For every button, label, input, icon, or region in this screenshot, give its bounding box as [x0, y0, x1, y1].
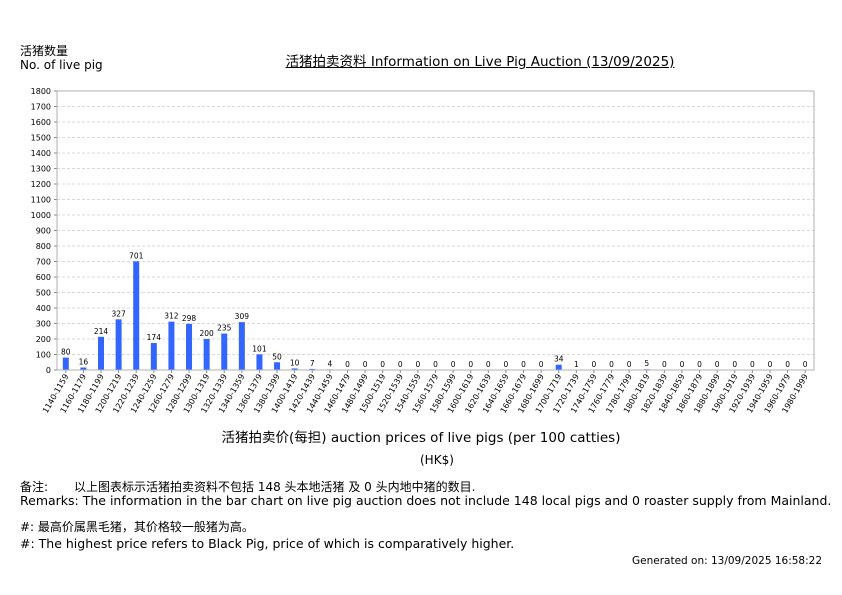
data-label: 0: [363, 360, 368, 369]
y-tick-label: 1300: [31, 165, 51, 174]
data-label: 4: [327, 359, 332, 368]
bar: [150, 343, 157, 370]
y-tick-label: 700: [36, 258, 51, 267]
data-label: 0: [697, 360, 702, 369]
data-label: 0: [750, 360, 755, 369]
data-label: 214: [94, 327, 109, 336]
data-label: 0: [609, 360, 614, 369]
data-label: 0: [768, 360, 773, 369]
bar: [62, 357, 69, 370]
y-tick-label: 1800: [31, 87, 51, 96]
y-tick-label: 400: [36, 304, 51, 313]
y-tick-label: 1200: [31, 180, 51, 189]
data-label: 327: [111, 309, 126, 318]
chart-title: 活猪拍卖资料 Information on Live Pig Auction (…: [285, 54, 675, 70]
bar: [274, 362, 281, 370]
data-label: 0: [433, 360, 438, 369]
y-tick-label: 900: [36, 227, 51, 236]
note-cn: #: 最高价属黑毛猪，其价格较一般猪为高。: [20, 520, 254, 534]
data-label: 80: [61, 348, 71, 357]
data-label: 0: [715, 360, 720, 369]
data-label: 0: [345, 360, 350, 369]
y-tick-label: 800: [36, 242, 51, 251]
data-label: 200: [199, 329, 214, 338]
data-label: 0: [468, 360, 473, 369]
y-tick-label: 100: [36, 351, 51, 360]
data-label: 0: [662, 360, 667, 369]
data-label: 0: [592, 360, 597, 369]
data-label: 0: [416, 360, 421, 369]
y-tick-label: 1400: [31, 149, 51, 158]
data-label: 1: [574, 360, 579, 369]
bar: [203, 339, 210, 370]
data-label: 16: [79, 358, 89, 367]
y-tick-label: 1600: [31, 118, 51, 127]
data-label: 298: [182, 314, 197, 323]
data-label: 0: [680, 360, 685, 369]
generated-timestamp: Generated on: 13/09/2025 16:58:22: [631, 555, 822, 567]
data-label: 50: [272, 352, 282, 361]
x-axis-label: 活猪拍卖价(每担) auction prices of live pigs (p…: [221, 430, 621, 446]
remark-cn-text: 以上图表标示活猪拍卖资料不包括 148 头本地活猪 及 0 头内地中猪的数目.: [74, 480, 476, 494]
y-tick-label: 1700: [31, 103, 51, 112]
y-axis-ticks: 0 100 200 300 400 500 600 700 800 900 1000 1100 1200…: [31, 87, 57, 375]
data-label: 0: [521, 360, 526, 369]
gridlines: [57, 106, 814, 355]
y-axis-label-en: No. of live pig: [20, 58, 103, 72]
data-label: 0: [398, 360, 403, 369]
y-tick-label: 1500: [31, 134, 51, 143]
y-tick-label: 600: [36, 273, 51, 282]
data-label: 10: [290, 358, 300, 367]
note-en: #: The highest price refers to Black Pig…: [20, 536, 515, 551]
y-tick-label: 300: [36, 320, 51, 329]
data-label: 5: [644, 359, 649, 368]
bar: [168, 321, 175, 370]
y-tick-label: 1000: [31, 211, 51, 220]
bar: [98, 336, 105, 370]
bar: [186, 323, 193, 370]
data-label: 0: [451, 360, 456, 369]
bar: [238, 322, 245, 370]
bar: [309, 368, 316, 370]
y-tick-label: 1100: [31, 196, 51, 205]
y-axis-label-cn: 活猪数量: [20, 44, 69, 58]
bar: [221, 333, 228, 370]
data-label: 0: [803, 360, 808, 369]
data-label: 0: [732, 360, 737, 369]
data-label: 174: [147, 333, 162, 342]
bar: [80, 367, 87, 370]
bar-chart: 0100200300400500600700800900100011001200…: [31, 87, 815, 415]
bar: [133, 261, 140, 370]
y-tick-label: 200: [36, 335, 51, 344]
data-label: 0: [785, 360, 790, 369]
bar: [291, 368, 298, 370]
data-label: 309: [235, 312, 250, 321]
bar: [555, 364, 562, 370]
y-tick-label: 0: [46, 366, 51, 375]
data-label: 0: [539, 360, 544, 369]
remark-cn-label: 备注:: [20, 480, 49, 494]
x-axis-ticks: 1140-11591160-11791180-11991200-12191220…: [41, 370, 810, 415]
data-label: 101: [252, 344, 267, 353]
data-label: 0: [486, 360, 491, 369]
x-axis-unit: (HK$): [420, 453, 454, 467]
data-label: 0: [627, 360, 632, 369]
bar: [256, 354, 263, 370]
data-label: 0: [504, 360, 509, 369]
data-label: 235: [217, 324, 232, 333]
data-label: 701: [129, 251, 144, 260]
bar: [115, 319, 122, 370]
data-label: 34: [554, 355, 564, 364]
remark-en: Remarks: The information in the bar char…: [20, 493, 832, 508]
y-tick-label: 500: [36, 289, 51, 298]
data-label: 7: [310, 359, 315, 368]
bars: [62, 261, 650, 370]
data-label: 0: [380, 360, 385, 369]
data-label: 312: [164, 312, 179, 321]
plot-frame: [56, 90, 815, 371]
